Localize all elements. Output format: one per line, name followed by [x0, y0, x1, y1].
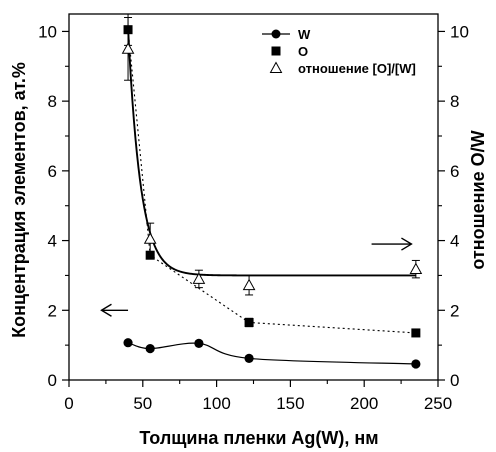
y2-axis-label: отношение O/W: [468, 130, 488, 269]
data-point-w: [145, 344, 155, 354]
data-point-ratio: [121, 42, 135, 54]
y-tick-label: 2: [48, 301, 57, 320]
y-axis-label: Концентрация элементов, ат.%: [9, 62, 29, 338]
series-line-ratio-fit: [127, 27, 416, 277]
series-line-w: [127, 342, 416, 365]
y2-tick-label: 6: [450, 162, 459, 181]
series-lines: [127, 27, 416, 365]
x-axis-ticks: 0 50 100 150 200 250: [64, 380, 452, 413]
data-point-ratio: [192, 272, 206, 284]
y2-axis-ticks: 0 2 4 6 8 10: [438, 22, 469, 390]
legend-marker-o: [271, 46, 281, 56]
x-tick-label: 150: [276, 394, 304, 413]
legend-label: W: [298, 27, 311, 42]
data-point-w: [244, 353, 254, 363]
data-point-ratio: [409, 262, 423, 275]
data-point-w: [411, 359, 421, 369]
y-tick-label: 10: [38, 22, 57, 41]
y-tick-label: 4: [48, 232, 57, 251]
arrow-right-icon: [401, 237, 413, 251]
data-point-o: [244, 317, 254, 327]
y2-tick-label: 4: [450, 232, 459, 251]
data-point-o: [411, 328, 421, 338]
legend-label: O: [298, 44, 308, 59]
y-axis-ticks: 0 2 4 6 8 10: [38, 22, 69, 390]
legend-marker-w: [271, 29, 281, 39]
y2-tick-label: 8: [450, 92, 459, 111]
x-tick-label: 200: [350, 394, 378, 413]
series-points: [121, 13, 423, 369]
y2-tick-label: 2: [450, 301, 459, 320]
x-axis-label: Толщина пленки Ag(W), нм: [139, 428, 378, 448]
legend-label: отношение [O]/[W]: [298, 61, 416, 76]
data-point-w: [194, 338, 204, 348]
data-point-o: [145, 250, 155, 260]
series-line-o: [127, 29, 416, 334]
data-point-ratio: [143, 232, 157, 244]
x-tick-label: 0: [64, 394, 73, 413]
x-tick-label: 50: [133, 394, 152, 413]
arrow-left-icon: [100, 303, 112, 317]
y2-tick-label: 0: [450, 371, 459, 390]
legend-marker-ratio: [269, 61, 283, 73]
data-point-w: [123, 338, 133, 348]
data-point-ratio: [242, 278, 256, 291]
y-tick-label: 8: [48, 92, 57, 111]
y-tick-label: 0: [48, 371, 57, 390]
x-tick-label: 100: [202, 394, 230, 413]
axis-arrows: [100, 237, 413, 317]
x-tick-label: 250: [424, 394, 452, 413]
y-tick-label: 6: [48, 162, 57, 181]
y2-tick-label: 10: [450, 22, 469, 41]
